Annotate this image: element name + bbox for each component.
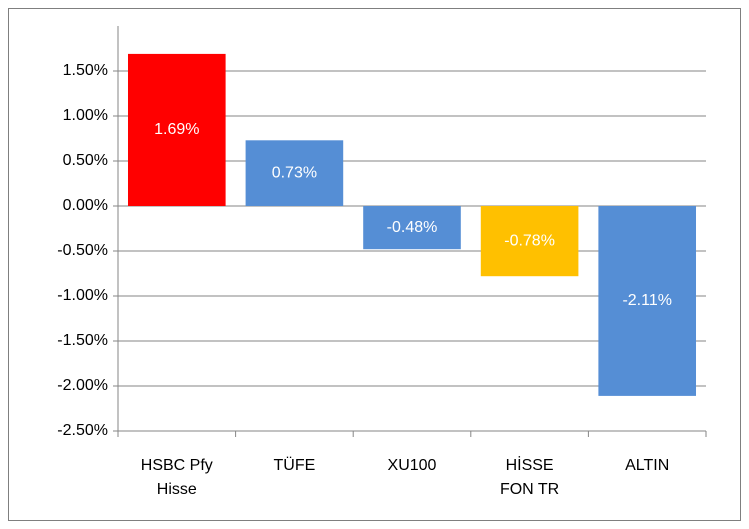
y-tick-label: -0.50% [57,242,108,259]
value-label: 0.73% [272,164,317,181]
bar [363,206,461,250]
y-tick-label: 1.50% [63,62,108,79]
y-tick-label: -2.00% [57,377,108,394]
y-tick-label: -1.00% [57,287,108,304]
bar [245,140,344,206]
value-label: -2.11% [622,292,672,309]
x-tick-label: HİSSE FON TR [499,457,560,498]
value-label: 1.69% [154,121,199,138]
value-label: -0.78% [504,232,555,249]
value-label: -0.48% [387,219,438,236]
bar [598,206,697,396]
y-tick-label: 1.00% [63,107,108,124]
y-tick-label: 0.50% [63,152,108,169]
y-tick-label: -2.50% [57,422,108,439]
bar [480,206,579,277]
y-tick-label: -1.50% [57,332,108,349]
x-tick-label: ALTIN [625,457,670,474]
x-tick-label: HSBC Pfy Hisse [140,457,213,498]
x-tick-label: XU100 [387,457,437,474]
y-tick-label: 0.00% [63,197,108,214]
x-tick-label: TÜFE [273,457,316,474]
bar [127,53,226,207]
